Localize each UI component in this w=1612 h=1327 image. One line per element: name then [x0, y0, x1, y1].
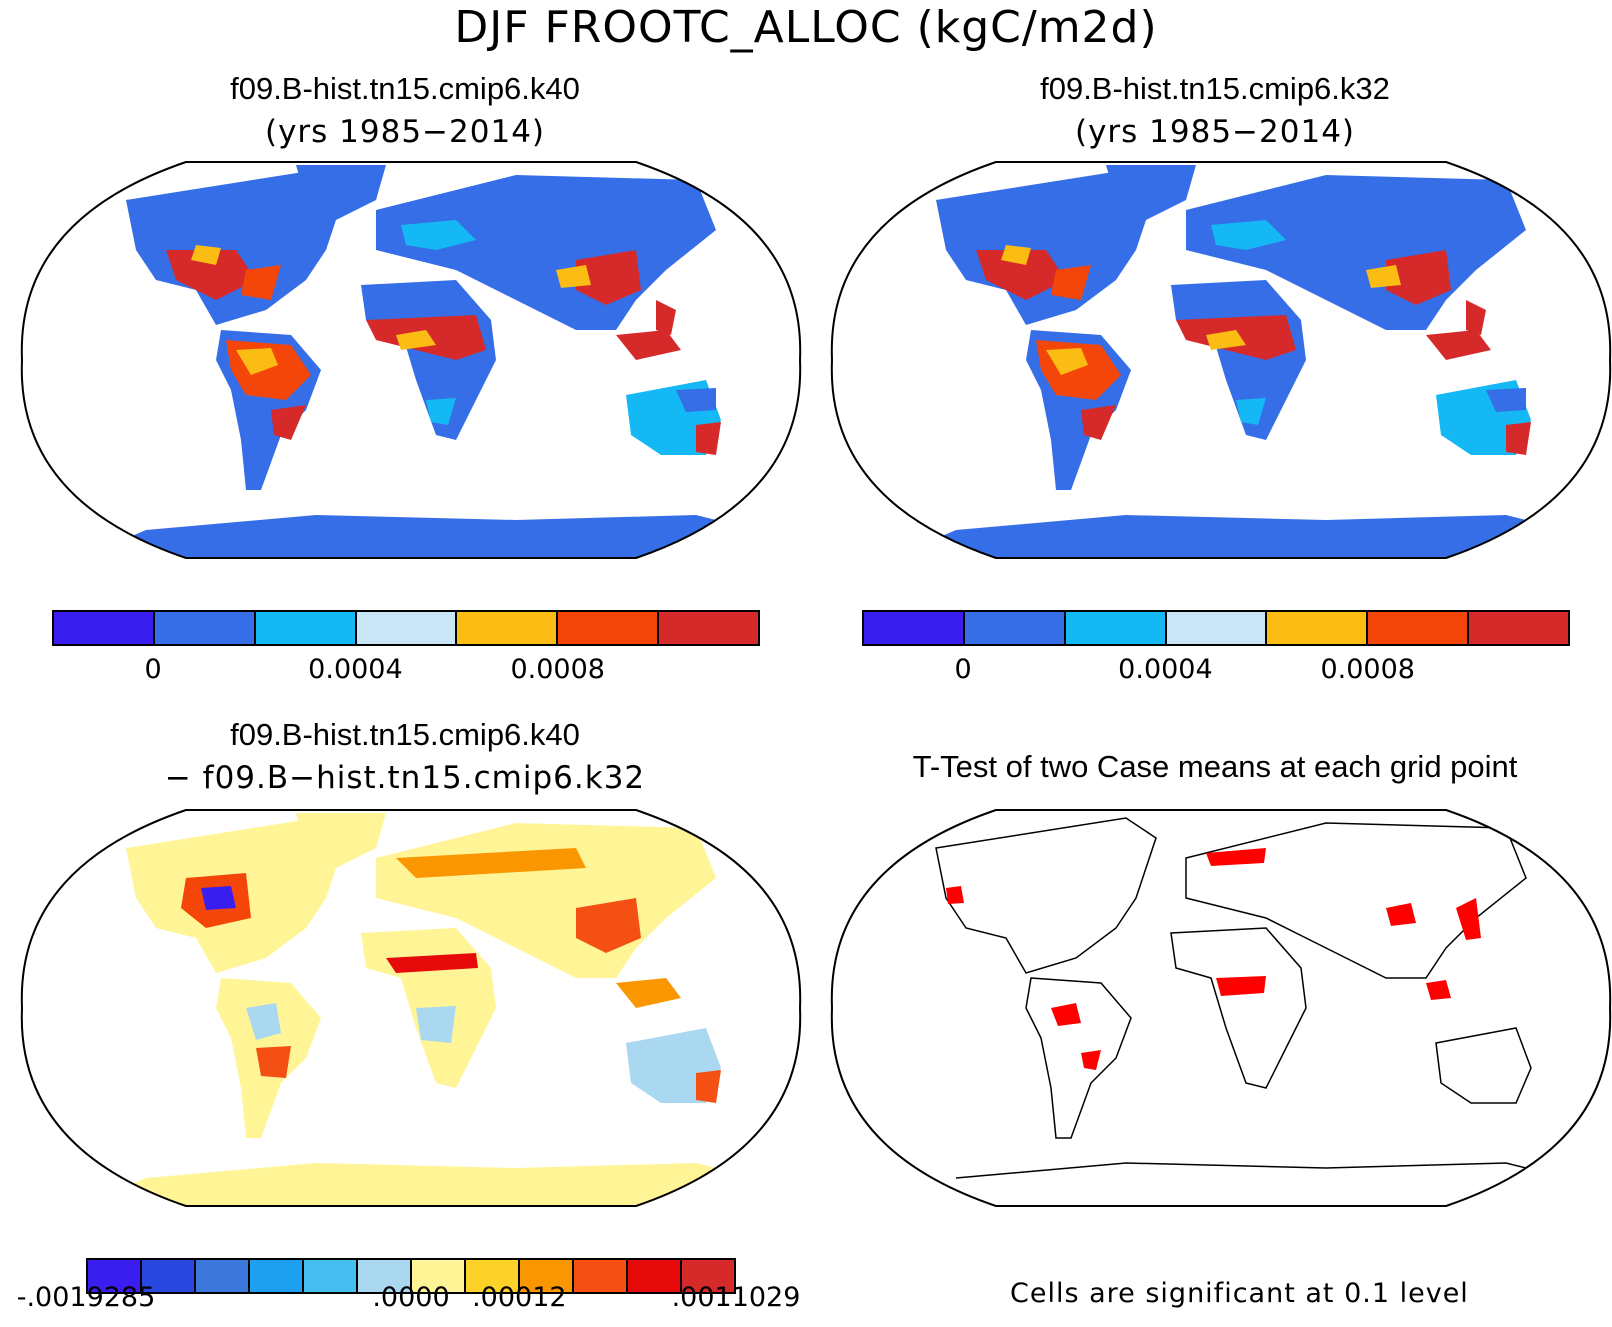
colorbar-swatch-2: [196, 1260, 250, 1292]
colorbar-swatch-8: [520, 1260, 574, 1292]
colorbar-swatch-0: [88, 1260, 142, 1292]
colorbar-swatch-1: [964, 612, 1066, 644]
colorbar-tick-label: 0: [954, 654, 972, 685]
colorbar-swatch-7: [466, 1260, 520, 1292]
colorbar-top-left: [52, 610, 760, 646]
colorbar-swatch-6: [659, 612, 759, 644]
colorbar-swatch-5: [358, 1260, 412, 1292]
colorbar-swatch-0: [864, 612, 965, 644]
panel-bottom-left-minus: − f09.B−hist.tn15.cmip6.k32: [164, 760, 646, 796]
colorbar-swatch-1: [154, 612, 256, 644]
colorbar-tick-label: 0.0004: [308, 654, 403, 685]
panel-top-left-case: f09.B-hist.tn15.cmip6.k40: [230, 71, 580, 106]
map-top-right: [830, 161, 1612, 559]
significance-note: Cells are significant at 0.1 level: [1010, 1278, 1469, 1309]
panel-bottom-right-title: T-Test of two Case means at each grid po…: [912, 749, 1518, 784]
colorbar-swatch-1: [142, 1260, 196, 1292]
colorbar-swatch-4: [1267, 612, 1369, 644]
colorbar-swatch-3: [1166, 612, 1268, 644]
colorbar-tick-label: 0.0008: [1320, 654, 1415, 685]
colorbar-swatch-2: [1065, 612, 1167, 644]
colorbar-swatch-2: [255, 612, 357, 644]
colorbar-swatch-5: [558, 612, 660, 644]
colorbar-swatch-3: [356, 612, 458, 644]
colorbar-tick-label: 0: [144, 654, 162, 685]
colorbar-swatch-4: [304, 1260, 358, 1292]
colorbar-swatch-0: [54, 612, 155, 644]
map-bottom-left: [20, 809, 802, 1207]
colorbar-tick-label: 0.0008: [510, 654, 605, 685]
colorbar-tick-label: .0000: [372, 1282, 450, 1313]
map-bottom-right: [830, 809, 1612, 1207]
colorbar-bottom-left: [86, 1258, 736, 1294]
colorbar-swatch-6: [412, 1260, 466, 1292]
panel-bottom-left-case: f09.B-hist.tn15.cmip6.k40: [230, 717, 580, 752]
colorbar-swatch-3: [250, 1260, 304, 1292]
map-top-left: [20, 161, 802, 559]
colorbar-tick-label: .0011029: [671, 1282, 801, 1313]
colorbar-swatch-10: [628, 1260, 682, 1292]
figure-title: DJF FROOTC_ALLOC (kgC/m2d): [454, 2, 1158, 53]
panel-top-left-years: (yrs 1985−2014): [264, 114, 546, 150]
colorbar-tick-label: .00012: [472, 1282, 567, 1313]
colorbar-tick-label: -.0019285: [16, 1282, 156, 1313]
colorbar-swatch-4: [457, 612, 559, 644]
colorbar-tick-label: 0.0004: [1118, 654, 1213, 685]
colorbar-swatch-11: [682, 1260, 734, 1292]
colorbar-top-right: [862, 610, 1570, 646]
panel-top-right-years: (yrs 1985−2014): [1074, 114, 1356, 150]
colorbar-swatch-6: [1469, 612, 1569, 644]
colorbar-swatch-5: [1368, 612, 1470, 644]
colorbar-swatch-9: [574, 1260, 628, 1292]
panel-top-right-case: f09.B-hist.tn15.cmip6.k32: [1040, 71, 1390, 106]
